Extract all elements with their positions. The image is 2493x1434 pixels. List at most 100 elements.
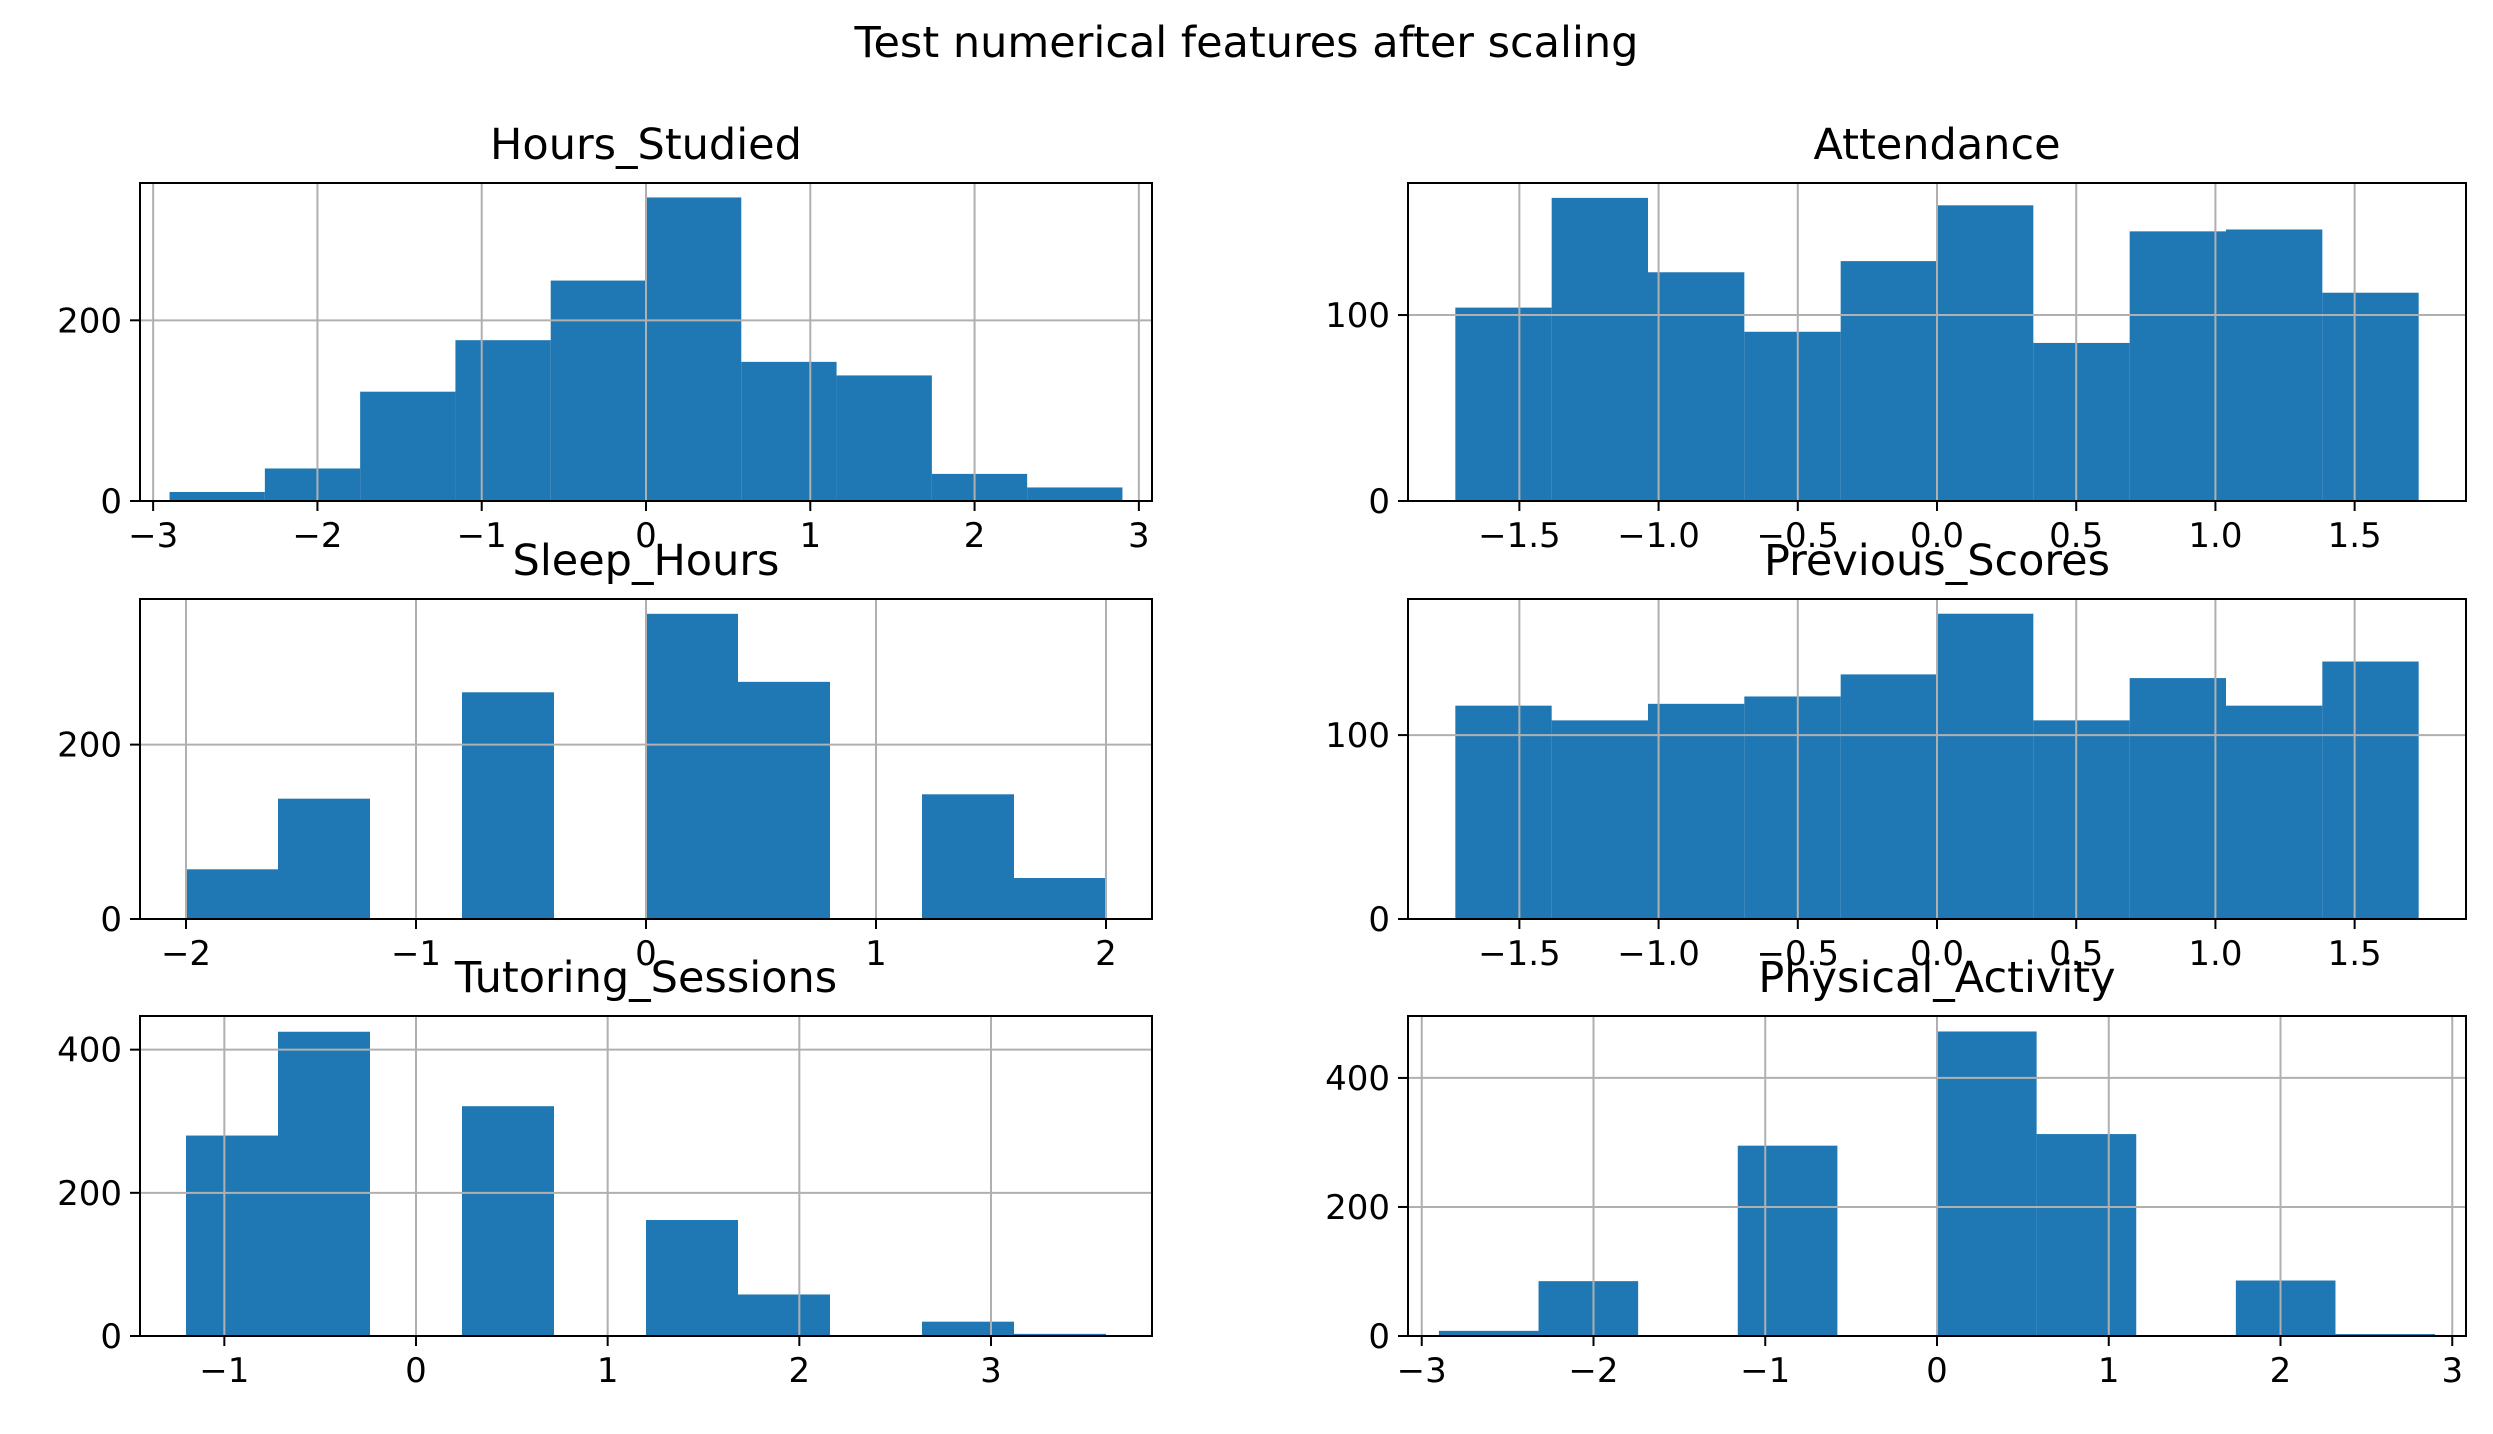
histogram-bar <box>2129 678 2227 919</box>
x-tick-label: 1.5 <box>2328 516 2382 556</box>
axes-frame <box>139 1015 1153 1337</box>
histogram-bar <box>462 1106 554 1336</box>
x-tick-label: 0 <box>635 934 657 974</box>
histogram-bar <box>836 375 932 501</box>
x-tick-label: 0 <box>1926 1351 1948 1391</box>
x-tick-label: 1.0 <box>2188 934 2242 974</box>
x-tick-label: 2 <box>2270 1351 2292 1391</box>
x-tick-label: −1.0 <box>1617 934 1700 974</box>
histogram-bar <box>186 1135 278 1336</box>
histogram-bar <box>738 681 830 919</box>
histogram-bar <box>1647 703 1745 919</box>
x-tick-label: 1 <box>865 934 887 974</box>
x-tick-label: −1 <box>457 516 507 556</box>
subplot-title: Attendance <box>1813 120 2060 170</box>
histogram-bar <box>2226 705 2323 919</box>
y-tick-label: 0 <box>100 900 122 940</box>
histogram-bar <box>169 491 265 501</box>
x-tick-label: 2 <box>1095 934 1117 974</box>
y-tick-label: 0 <box>100 1317 122 1357</box>
x-tick-label: 0.0 <box>1910 934 1964 974</box>
subplot-physical-activity: −3 −2 −1 0 1 2 3 0 200 400 Physical_Activity <box>1325 953 2467 1391</box>
x-tick-label: −1.5 <box>1478 516 1561 556</box>
subplot-previous-scores: −1.5 −1.0 −0.5 0.0 0.5 1.0 1.5 0 100 Previous_Sco… <box>1325 536 2467 974</box>
subplot-title: Previous_Scores <box>1764 536 2110 586</box>
x-tick-label: 1 <box>2098 1351 2120 1391</box>
subplot-sleep-hours: −2 −1 0 1 2 0 200 Sleep_Hours <box>57 536 1153 974</box>
x-tick-label: 1 <box>597 1351 619 1391</box>
y-tick-label: 400 <box>57 1031 122 1071</box>
x-tick-label: −1.5 <box>1478 934 1561 974</box>
histogram-bar <box>1014 1333 1106 1336</box>
y-tick-label: 200 <box>57 301 122 341</box>
histogram-bar <box>1737 1145 1838 1336</box>
x-tick-label: 0 <box>405 1351 427 1391</box>
histogram-bar <box>2322 661 2419 919</box>
x-tick-label: 1 <box>799 516 821 556</box>
x-tick-label: −1 <box>1740 1351 1790 1391</box>
histogram-bar <box>2033 342 2130 501</box>
x-tick-label: −0.5 <box>1757 934 1840 974</box>
histogram-bar <box>264 468 361 501</box>
subplot-tutoring-sessions: −1 0 1 2 3 0 200 400 Tutoring_Sessions <box>57 953 1153 1391</box>
x-tick-label: 2 <box>789 1351 811 1391</box>
histogram-bar <box>646 197 742 502</box>
x-tick-label: −2 <box>292 516 342 556</box>
x-tick-label: −1 <box>199 1351 249 1391</box>
histogram-bar <box>186 869 278 919</box>
histogram-bar <box>462 692 554 919</box>
x-tick-label: −3 <box>128 516 178 556</box>
x-tick-label: 1.0 <box>2188 516 2242 556</box>
y-tick-label: 0 <box>100 482 122 522</box>
histogram-bar <box>922 1321 1014 1336</box>
x-tick-label: 1.5 <box>2328 934 2382 974</box>
x-tick-label: 0.5 <box>2049 934 2103 974</box>
x-tick-label: 2 <box>964 516 986 556</box>
histogram-bar <box>1455 307 1552 501</box>
histogram-bar <box>2033 720 2130 919</box>
subplot-title: Tutoring_Sessions <box>454 953 837 1003</box>
y-tick-label: 0 <box>1368 482 1390 522</box>
histogram-bar <box>455 340 551 501</box>
histogram-bar <box>2322 292 2419 501</box>
y-tick-label: 200 <box>1325 1188 1390 1228</box>
x-tick-label: −3 <box>1397 1351 1447 1391</box>
histogram-bar <box>278 1031 370 1336</box>
histogram-bar <box>1027 487 1123 501</box>
histogram-bar <box>922 794 1014 919</box>
y-tick-label: 100 <box>1325 716 1390 756</box>
histogram-bar <box>1551 720 1648 919</box>
x-tick-label: 3 <box>980 1351 1002 1391</box>
histogram-bar <box>1937 1031 2037 1336</box>
x-tick-label: −2 <box>1568 1351 1618 1391</box>
histogram-bar <box>1744 331 1841 501</box>
histogram-bar <box>1840 261 1937 501</box>
x-tick-label: 3 <box>1128 516 1150 556</box>
histogram-bar <box>1538 1281 1639 1336</box>
subplot-title: Physical_Activity <box>1758 953 2115 1003</box>
subplot-hours-studied: −3 −2 −1 0 1 2 3 0 200 Hours_Studied <box>57 120 1153 556</box>
histogram-bar <box>1937 613 2034 919</box>
y-tick-label: 100 <box>1325 296 1390 336</box>
histogram-bar <box>1014 878 1106 919</box>
x-tick-label: −1.0 <box>1617 516 1700 556</box>
y-tick-label: 400 <box>1325 1059 1390 1099</box>
histogram-bar <box>931 473 1028 501</box>
x-tick-label: −0.5 <box>1757 516 1840 556</box>
subplot-title: Hours_Studied <box>490 120 802 170</box>
histogram-bar <box>738 1294 830 1336</box>
histogram-bar <box>2129 231 2227 501</box>
histogram-bar <box>550 280 646 501</box>
x-tick-label: −2 <box>161 934 211 974</box>
x-tick-label: 3 <box>2441 1351 2463 1391</box>
y-tick-label: 200 <box>57 1174 122 1214</box>
histogram-bar <box>1744 696 1841 919</box>
y-tick-label: 200 <box>57 726 122 766</box>
histogram-bar <box>646 1220 738 1336</box>
x-tick-label: 0.0 <box>1910 516 1964 556</box>
x-tick-label: 0 <box>635 516 657 556</box>
x-tick-label: −1 <box>391 934 441 974</box>
subplot-title: Sleep_Hours <box>513 536 780 586</box>
